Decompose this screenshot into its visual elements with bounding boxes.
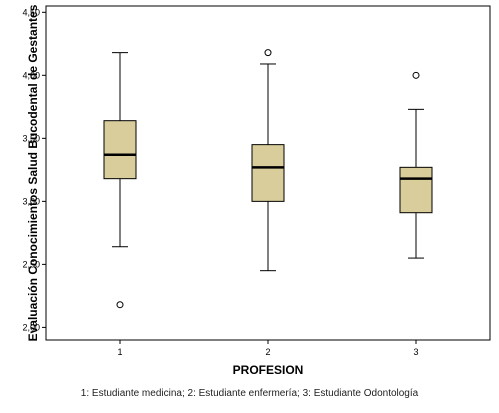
y-axis: 2,00 2,50 3,00 3,50 4,00 4,50 — [22, 7, 46, 332]
y-tick-label: 2,50 — [22, 259, 40, 269]
chart-caption: 1: Estudiante medicina; 2: Estudiante en… — [80, 388, 419, 399]
y-tick-label: 4,00 — [22, 70, 40, 80]
y-tick-label: 3,00 — [22, 196, 40, 206]
box-iqr — [103, 120, 137, 180]
y-tick-label: 3,50 — [22, 133, 40, 143]
boxes-group — [103, 49, 433, 309]
y-tick-label: 2,00 — [22, 322, 40, 332]
x-axis-title: PROFESION — [233, 363, 304, 377]
outlier-point — [264, 49, 272, 57]
x-axis: 1 2 3 — [117, 340, 419, 357]
box-iqr — [251, 144, 285, 202]
x-tick-label: 2 — [265, 347, 270, 357]
box-category-1 — [103, 52, 137, 309]
x-tick-label: 3 — [413, 347, 418, 357]
boxplot-chart: 2,00 2,50 3,00 3,50 4,00 4,50 1 2 3 PROFESION E… — [22, 4, 491, 377]
outlier-point — [116, 301, 124, 309]
box-iqr — [399, 166, 433, 214]
x-tick-label: 1 — [117, 347, 122, 357]
outlier-point — [412, 71, 420, 79]
y-tick-label: 4,50 — [22, 7, 40, 17]
y-axis-title: Evaluación Conocimientos Salud Bucodenta… — [26, 4, 40, 341]
box-category-3 — [399, 71, 433, 259]
box-category-2 — [251, 49, 285, 272]
